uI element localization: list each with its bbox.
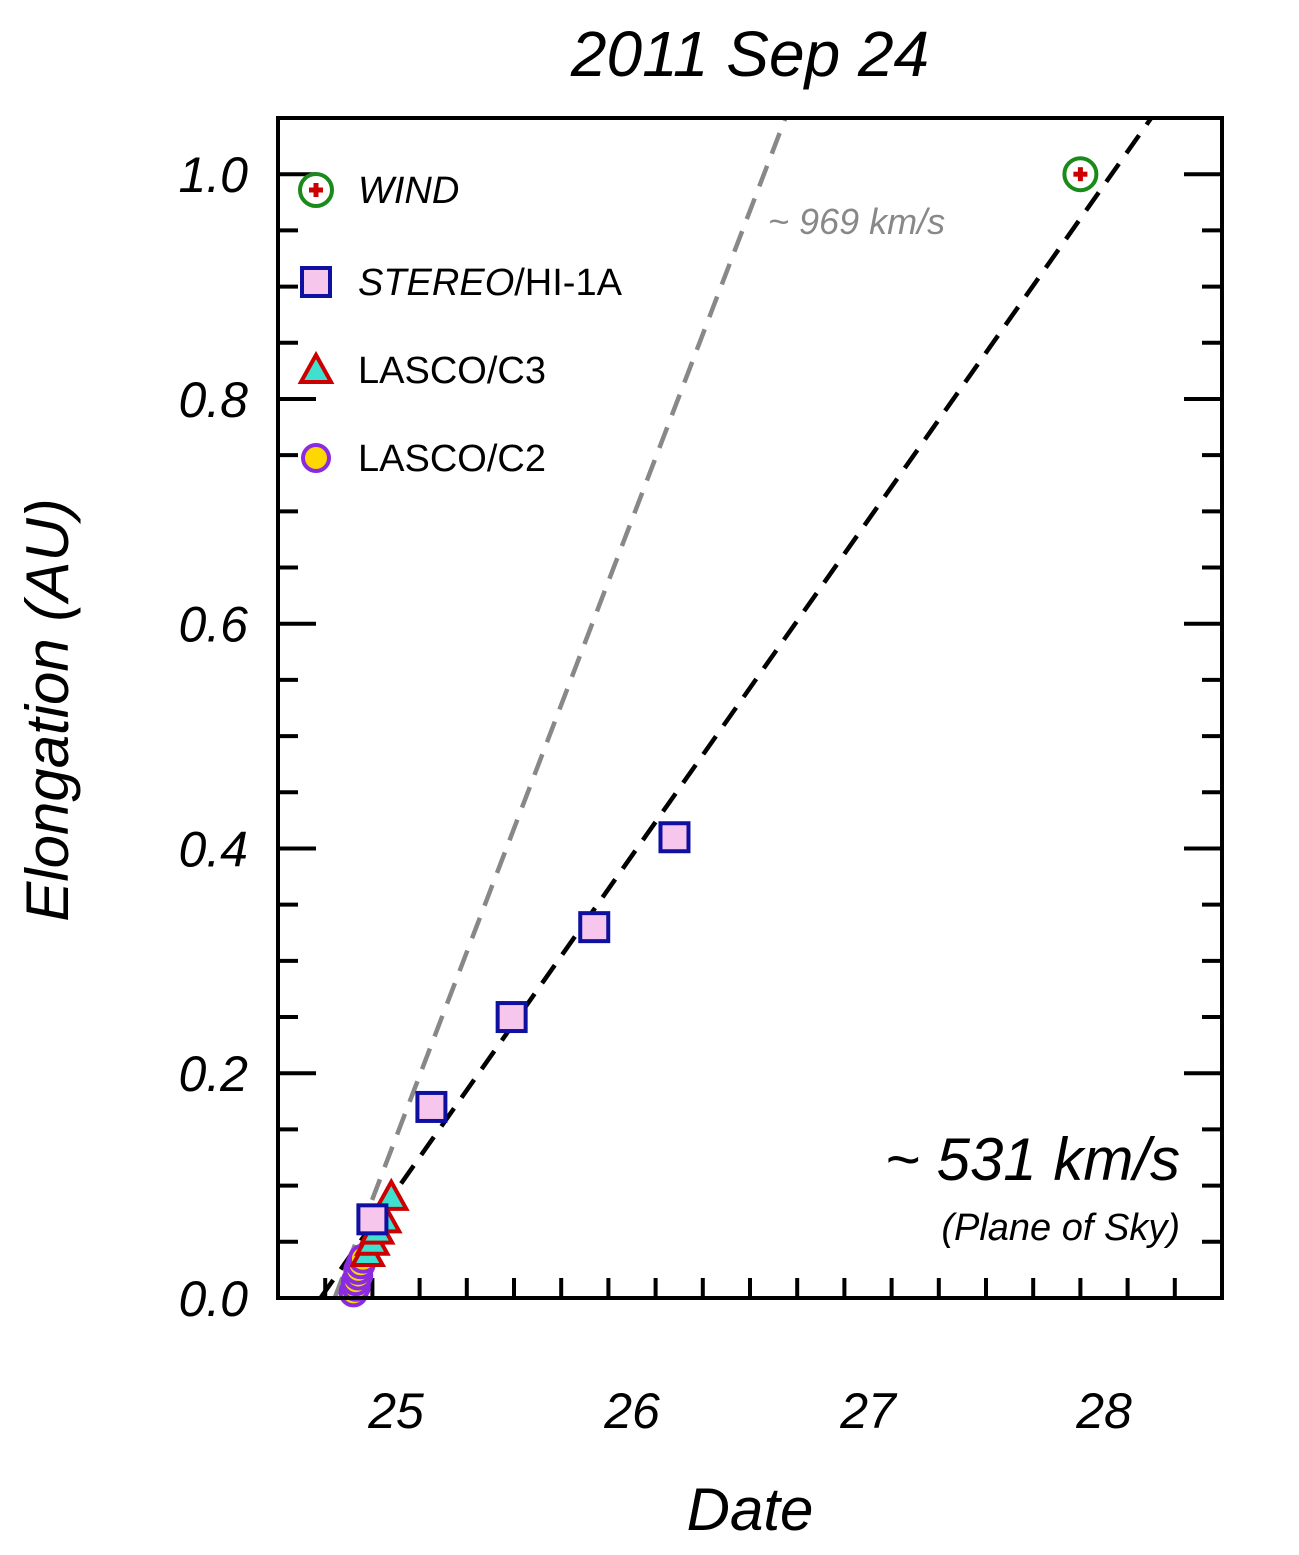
y-tick-label: 0.8 — [178, 372, 248, 428]
y-tick-label: 1.0 — [178, 147, 248, 203]
y-tick-labels: 0.0 0.2 0.4 0.6 0.8 1.0 — [178, 147, 248, 1327]
fit-line — [332, 118, 788, 1298]
legend-marker — [297, 350, 335, 384]
data-point — [356, 1203, 389, 1236]
main-speed-label: ~ 531 km/s — [885, 1126, 1180, 1193]
x-axis-label: Date — [687, 1476, 814, 1543]
legend: WIND STEREO/HI-1A LASCO/C3 LASCO/C2 — [297, 170, 623, 480]
plot-frame — [276, 116, 1224, 1300]
legend-label: STEREO/HI-1A — [358, 262, 623, 304]
x-tick-label: 26 — [603, 1383, 660, 1439]
x-tick-label: 25 — [367, 1383, 424, 1439]
y-axis-label: Elongation (AU) — [14, 498, 81, 922]
fit-lines — [318, 118, 1154, 1298]
legend-marker — [298, 172, 334, 208]
legend-marker — [301, 443, 331, 473]
fit-line — [318, 118, 1154, 1298]
y-tick-label: 0.0 — [178, 1271, 248, 1327]
y-tick-label: 0.4 — [178, 821, 248, 877]
y-tick-label: 0.2 — [178, 1046, 248, 1102]
data-point — [578, 911, 611, 944]
data-point — [1062, 156, 1099, 193]
chart-title: 2011 Sep 24 — [570, 18, 929, 90]
x-tick-labels: 25 26 27 28 — [367, 1383, 1132, 1439]
fast-speed-label: ~ 969 km/s — [768, 201, 945, 242]
axis-ticks — [276, 116, 1224, 1300]
y-tick-label: 0.6 — [178, 597, 248, 653]
legend-marker — [300, 266, 332, 298]
x-tick-label: 27 — [839, 1383, 898, 1439]
data-point — [658, 821, 691, 854]
x-tick-label: 28 — [1075, 1383, 1132, 1439]
legend-label: WIND — [358, 170, 459, 212]
legend-label: LASCO/C2 — [358, 438, 546, 480]
data-point — [372, 1177, 410, 1211]
data-point — [415, 1090, 448, 1123]
data-point — [495, 1001, 528, 1034]
legend-label: LASCO/C3 — [358, 350, 546, 392]
data-points — [338, 156, 1099, 1308]
plane-of-sky-note: (Plane of Sky) — [941, 1207, 1180, 1249]
